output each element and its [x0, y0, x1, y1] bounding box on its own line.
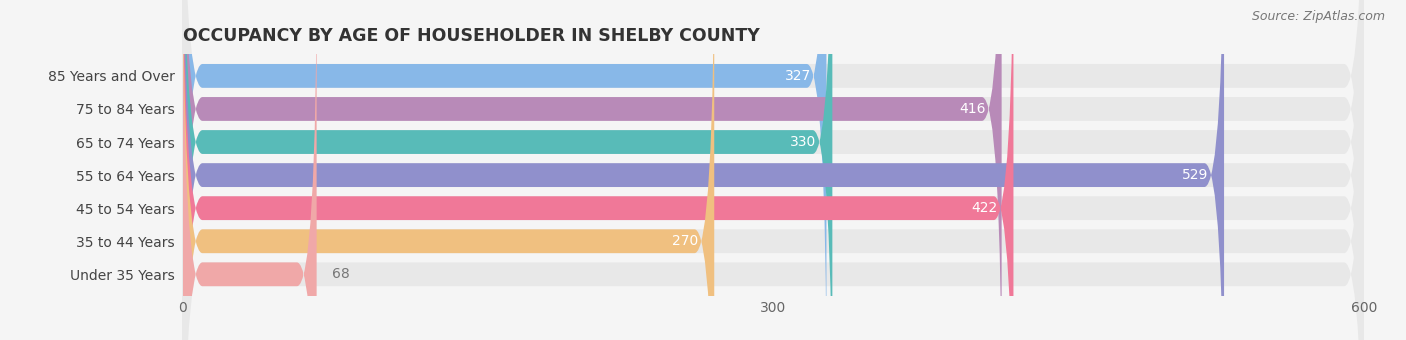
- Text: Source: ZipAtlas.com: Source: ZipAtlas.com: [1251, 10, 1385, 23]
- Text: 422: 422: [972, 201, 998, 215]
- FancyBboxPatch shape: [183, 0, 1001, 340]
- FancyBboxPatch shape: [183, 0, 1364, 340]
- Text: 330: 330: [790, 135, 817, 149]
- FancyBboxPatch shape: [183, 0, 1364, 340]
- Text: 416: 416: [959, 102, 986, 116]
- Text: 327: 327: [785, 69, 811, 83]
- FancyBboxPatch shape: [183, 0, 1014, 340]
- FancyBboxPatch shape: [183, 0, 1364, 340]
- FancyBboxPatch shape: [183, 0, 1364, 340]
- FancyBboxPatch shape: [183, 0, 1364, 340]
- FancyBboxPatch shape: [183, 0, 714, 340]
- FancyBboxPatch shape: [183, 0, 1225, 340]
- FancyBboxPatch shape: [183, 0, 316, 340]
- Text: 529: 529: [1182, 168, 1208, 182]
- FancyBboxPatch shape: [183, 0, 1364, 340]
- Text: 270: 270: [672, 234, 699, 248]
- FancyBboxPatch shape: [183, 0, 1364, 340]
- FancyBboxPatch shape: [183, 0, 827, 340]
- Text: 68: 68: [332, 267, 350, 281]
- Text: OCCUPANCY BY AGE OF HOUSEHOLDER IN SHELBY COUNTY: OCCUPANCY BY AGE OF HOUSEHOLDER IN SHELB…: [183, 27, 759, 45]
- FancyBboxPatch shape: [183, 0, 832, 340]
